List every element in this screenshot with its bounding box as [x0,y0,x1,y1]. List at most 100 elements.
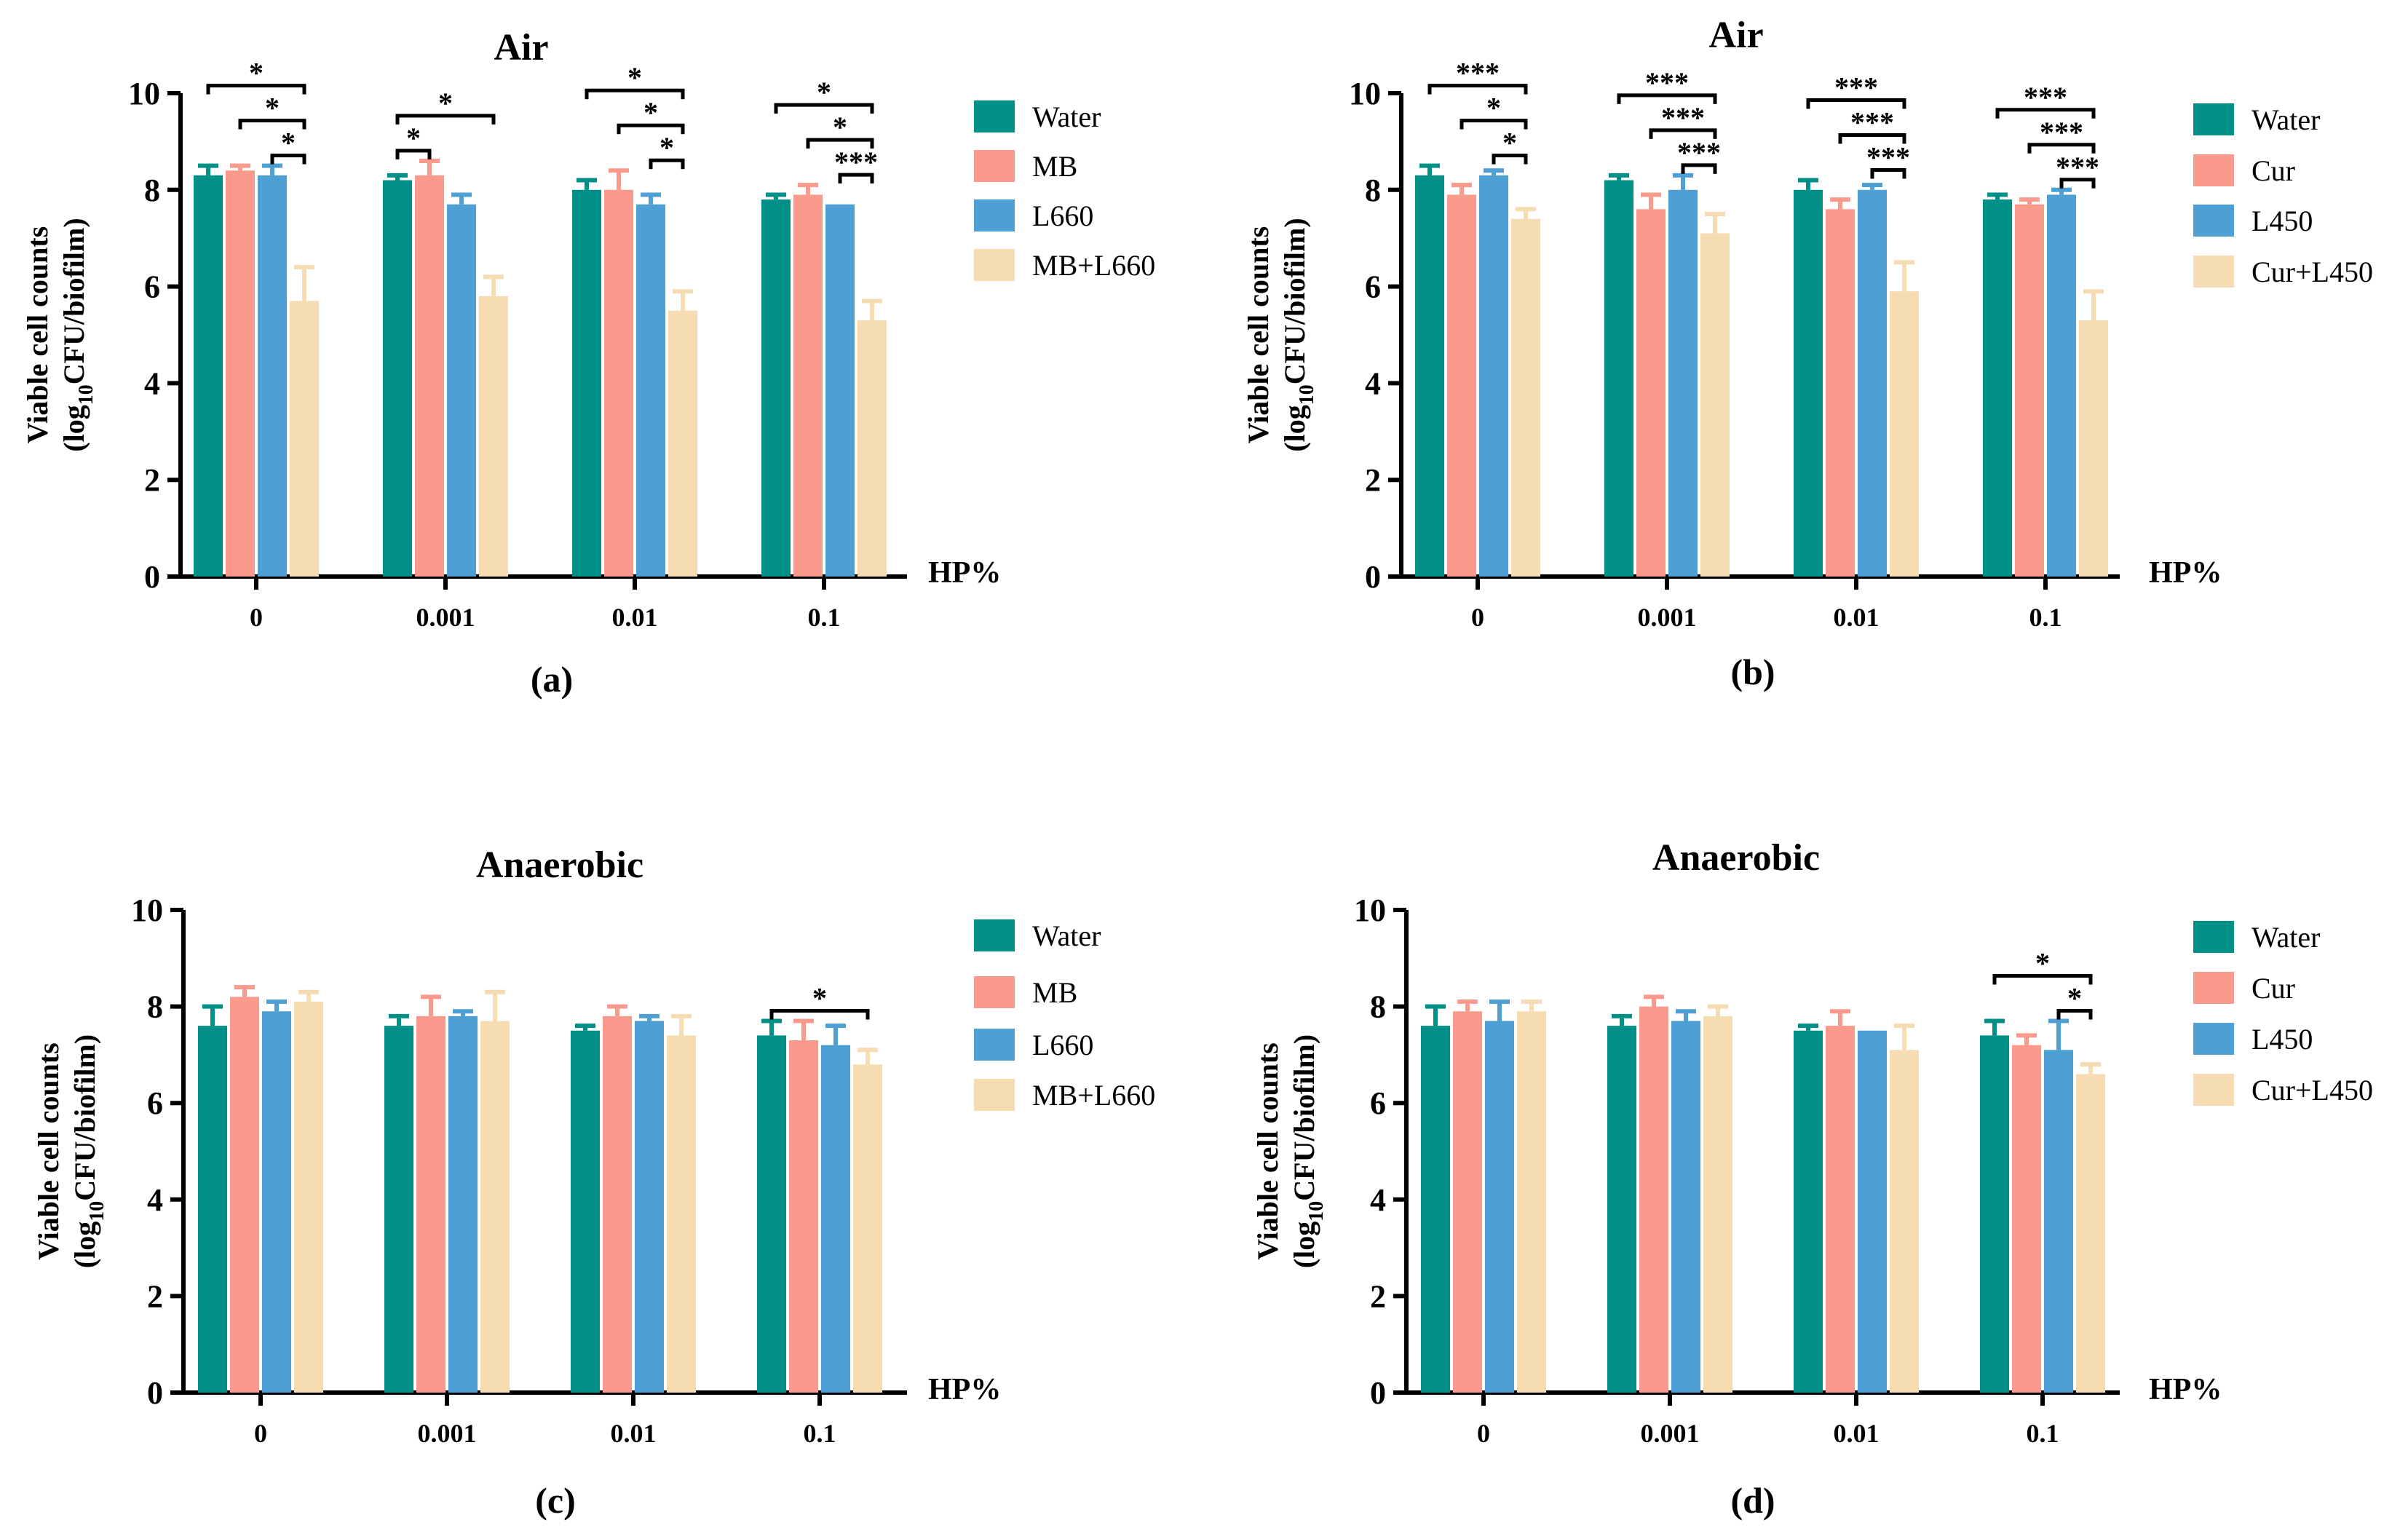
bar [1447,194,1476,577]
legend-label: Water [2251,921,2321,954]
significance-label: * [1486,92,1501,124]
panel-label: (d) [1730,1480,1775,1521]
y-tick-label: 10 [128,76,160,111]
bar [226,170,255,577]
bar [2015,204,2044,577]
bar [1703,1016,1732,1393]
y-axis-label-prefix: (log [68,1222,101,1268]
y-tick-label: 0 [1365,559,1381,595]
bar [290,301,319,577]
y-axis-label-suffix: CFU/biofilm) [68,1034,101,1201]
y-tick-label: 6 [147,1085,163,1121]
bar [447,204,476,577]
bar [1607,1026,1636,1393]
bar [230,997,259,1393]
bar [2012,1045,2041,1393]
significance-label: * [406,122,421,154]
significance-bracket [1995,108,2096,119]
bar [1604,180,1633,577]
chart-title: Anaerobic [476,844,643,886]
significance-bracket [774,103,874,114]
x-tick-label: 0.01 [611,1419,657,1448]
y-axis-label-line1: Viable cell counts [32,1042,65,1260]
significance-label: * [281,127,296,159]
bar [1890,1050,1919,1393]
significance-label: *** [1661,101,1705,134]
legend-swatch [2193,154,2234,186]
significance-bracket [769,1008,870,1020]
bar [258,175,287,577]
bar [667,1035,696,1393]
significance-label: * [660,131,674,164]
y-tick-label: 4 [1365,365,1381,401]
bar [479,296,508,577]
significance-bracket [270,154,306,165]
y-tick-label: 0 [147,1375,163,1411]
significance-bracket [1460,119,1528,130]
bar [2076,1074,2105,1393]
bar [1421,1026,1450,1393]
y-tick-label: 2 [147,1278,163,1314]
bar [858,320,887,577]
bar [1858,189,1887,577]
significance-label: *** [1456,57,1500,90]
significance-bracket [1492,154,1528,165]
panel-label: (b) [1730,652,1775,692]
significance-bracket [206,84,306,95]
bar [1636,209,1666,577]
legend-label: Cur+L450 [2251,1074,2373,1107]
legend-label: Cur [2251,154,2295,187]
legend-swatch [974,976,1015,1008]
chart-title: Anaerobic [1652,837,1820,879]
y-tick-label: 8 [1365,173,1381,208]
significance-label: * [833,111,847,143]
legend-swatch [2193,205,2234,237]
bar [668,310,697,577]
bar [572,189,601,577]
significance-bracket [838,173,874,184]
y-tick-label: 8 [1370,989,1386,1025]
y-axis-label: Viable cell counts (log10CFU/biofilm) [21,218,98,451]
panel-label: (a) [531,659,573,700]
y-axis-label-line2: (log10CFU/biofilm) [58,218,98,451]
x-tick-label: 0 [254,1419,267,1448]
legend-label: MB [1032,976,1077,1009]
bar [448,1016,478,1393]
x-tick-label: 0 [250,603,263,632]
y-tick-label: 0 [1370,1375,1386,1411]
significance-bracket [238,119,306,130]
significance-label: * [265,92,280,124]
y-tick-label: 8 [147,989,163,1025]
x-tick-label: 0 [1471,603,1484,632]
y-axis-label-line2: (log10CFU/biofilm) [1288,1034,1328,1268]
significance-label: *** [1850,106,1894,139]
significance-label: * [1502,127,1517,159]
y-tick-label: 10 [131,892,163,928]
x-tick-label: 0.1 [2027,1419,2059,1448]
chart-panel-3: Anaerobic Viable cell counts (log 10 CFU/bio… [32,844,1155,1521]
significance-bracket [1870,168,1906,179]
significance-label: *** [1834,71,1878,104]
y-axis-label: Viable cell counts (log10CFU/biofilm) [1242,218,1318,451]
bar [635,1021,664,1393]
legend-label: L450 [2251,205,2313,237]
legend-label: MB+L660 [1032,249,1155,282]
y-tick-label: 8 [144,173,160,208]
bar [825,204,855,577]
bar [262,1011,291,1393]
y-tick-label: 2 [1365,462,1381,498]
significance-bracket [585,88,685,100]
x-axis-label: HP% [2149,1373,2222,1406]
significance-bracket [2059,178,2096,189]
significance-label: * [2067,981,2082,1014]
x-axis-label: HP% [928,1373,1001,1406]
chart-panel-4: Anaerobic Viable cell counts (log10CFU/bio… [1251,837,2373,1521]
y-axis-label-line1: Viable cell counts [1251,1042,1284,1260]
y-tick-label: 4 [147,1182,163,1218]
bar [384,1026,413,1393]
significance-bracket [1806,98,1906,109]
legend-label: Cur+L450 [2251,256,2373,288]
x-tick-label: 0 [1477,1419,1490,1448]
bar [636,204,665,577]
bar [853,1064,882,1393]
